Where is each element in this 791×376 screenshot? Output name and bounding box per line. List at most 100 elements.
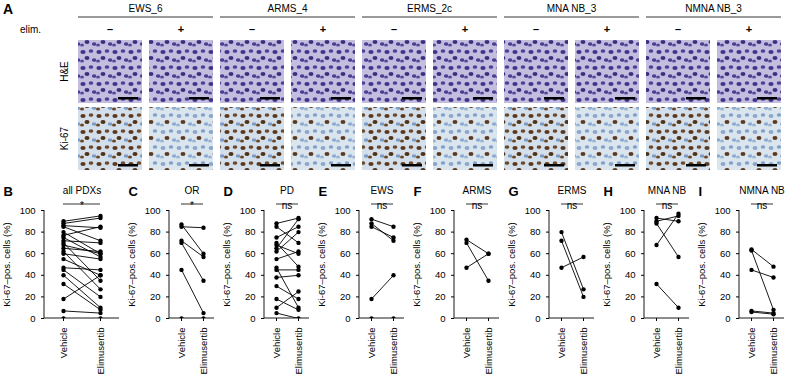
svg-text:MNA NB_3: MNA NB_3 [547,3,597,14]
svg-text:20: 20 [150,291,161,302]
svg-text:0: 0 [440,313,445,324]
svg-text:80: 80 [150,226,161,237]
svg-text:40: 40 [150,269,161,280]
svg-text:80: 80 [435,226,446,237]
svg-text:Elimusertib: Elimusertib [198,328,209,375]
svg-text:0: 0 [345,313,350,324]
svg-text:Vehicle: Vehicle [271,328,282,359]
svg-text:A: A [3,1,13,17]
svg-text:Vehicle: Vehicle [461,328,472,359]
svg-text:100: 100 [715,205,731,216]
svg-text:ns: ns [662,200,673,211]
svg-text:Elimusertib: Elimusertib [388,328,399,375]
svg-text:OR: OR [185,185,200,196]
svg-text:EWS_6: EWS_6 [129,3,163,14]
svg-text:C: C [129,184,139,199]
svg-text:elim.: elim. [20,24,41,35]
svg-text:Ki-67–pos. cells (%): Ki-67–pos. cells (%) [126,222,137,306]
svg-text:Elimusertib: Elimusertib [293,328,304,375]
svg-text:60: 60 [435,248,446,259]
svg-text:ARMS: ARMS [463,185,492,196]
svg-text:Ki-67–pos. cells (%): Ki-67–pos. cells (%) [411,222,422,306]
svg-text:ARMS_4: ARMS_4 [267,3,307,14]
svg-text:80: 80 [530,226,541,237]
svg-text:100: 100 [620,205,636,216]
svg-text:Vehicle: Vehicle [651,328,662,359]
svg-text:40: 40 [530,269,541,280]
svg-text:0: 0 [30,313,35,324]
svg-text:20: 20 [625,291,636,302]
svg-text:0: 0 [630,313,635,324]
svg-text:–: – [391,23,397,35]
svg-text:60: 60 [25,248,36,259]
svg-text:40: 40 [340,269,351,280]
svg-text:–: – [675,23,681,35]
svg-text:20: 20 [530,291,541,302]
svg-text:+: + [746,23,752,35]
svg-text:100: 100 [20,205,36,216]
svg-text:0: 0 [725,313,730,324]
svg-text:60: 60 [245,248,256,259]
svg-text:80: 80 [625,226,636,237]
svg-text:20: 20 [720,291,731,302]
svg-text:–: – [107,23,113,35]
svg-text:NMNA NB: NMNA NB [739,185,785,196]
svg-text:–: – [533,23,539,35]
svg-text:EWS: EWS [371,185,394,196]
svg-text:Ki-67–pos. cells (%): Ki-67–pos. cells (%) [696,222,707,306]
svg-text:*: * [190,200,194,211]
svg-text:E: E [319,184,328,199]
svg-text:80: 80 [245,226,256,237]
svg-text:100: 100 [525,205,541,216]
svg-text:G: G [509,184,519,199]
svg-text:100: 100 [145,205,161,216]
svg-text:100: 100 [240,205,256,216]
svg-text:Ki-67–pos. cells (%): Ki-67–pos. cells (%) [601,222,612,306]
svg-text:+: + [320,23,326,35]
svg-text:60: 60 [530,248,541,259]
svg-text:ns: ns [757,200,768,211]
svg-text:F: F [414,184,422,199]
svg-text:60: 60 [720,248,731,259]
svg-text:Elimusertib: Elimusertib [578,328,589,375]
svg-text:ERMS: ERMS [558,185,587,196]
svg-text:ns: ns [377,200,388,211]
svg-text:40: 40 [25,269,36,280]
svg-text:+: + [462,23,468,35]
svg-text:Elimusertib: Elimusertib [483,328,494,375]
svg-text:40: 40 [245,269,256,280]
svg-text:80: 80 [720,226,731,237]
svg-text:20: 20 [340,291,351,302]
svg-text:60: 60 [340,248,351,259]
svg-text:Vehicle: Vehicle [746,328,757,359]
svg-text:Elimusertib: Elimusertib [768,328,779,375]
svg-text:Ki-67–pos. cells (%): Ki-67–pos. cells (%) [316,222,327,306]
svg-text:Ki-67: Ki-67 [59,126,70,150]
svg-text:I: I [699,184,703,199]
svg-text:MNA NB: MNA NB [648,185,687,196]
svg-text:*: * [80,200,84,211]
svg-text:60: 60 [625,248,636,259]
svg-text:Vehicle: Vehicle [58,328,69,359]
svg-text:Ki-67–pos. cells (%): Ki-67–pos. cells (%) [1,222,12,306]
svg-text:ns: ns [567,200,578,211]
svg-text:Elimusertib: Elimusertib [673,328,684,375]
svg-text:Vehicle: Vehicle [176,328,187,359]
svg-text:all PDXs: all PDXs [63,185,101,196]
svg-text:H: H [604,184,613,199]
svg-text:ns: ns [472,200,483,211]
svg-text:100: 100 [430,205,446,216]
svg-text:40: 40 [625,269,636,280]
svg-text:Ki-67–pos. cells (%): Ki-67–pos. cells (%) [221,222,232,306]
svg-text:60: 60 [150,248,161,259]
svg-text:80: 80 [340,226,351,237]
svg-text:+: + [178,23,184,35]
svg-text:20: 20 [245,291,256,302]
svg-text:0: 0 [250,313,255,324]
svg-text:NMNA NB_3: NMNA NB_3 [685,3,742,14]
svg-text:Vehicle: Vehicle [366,328,377,359]
svg-text:H&E: H&E [59,61,70,82]
svg-text:100: 100 [335,205,351,216]
svg-text:40: 40 [435,269,446,280]
svg-text:20: 20 [25,291,36,302]
